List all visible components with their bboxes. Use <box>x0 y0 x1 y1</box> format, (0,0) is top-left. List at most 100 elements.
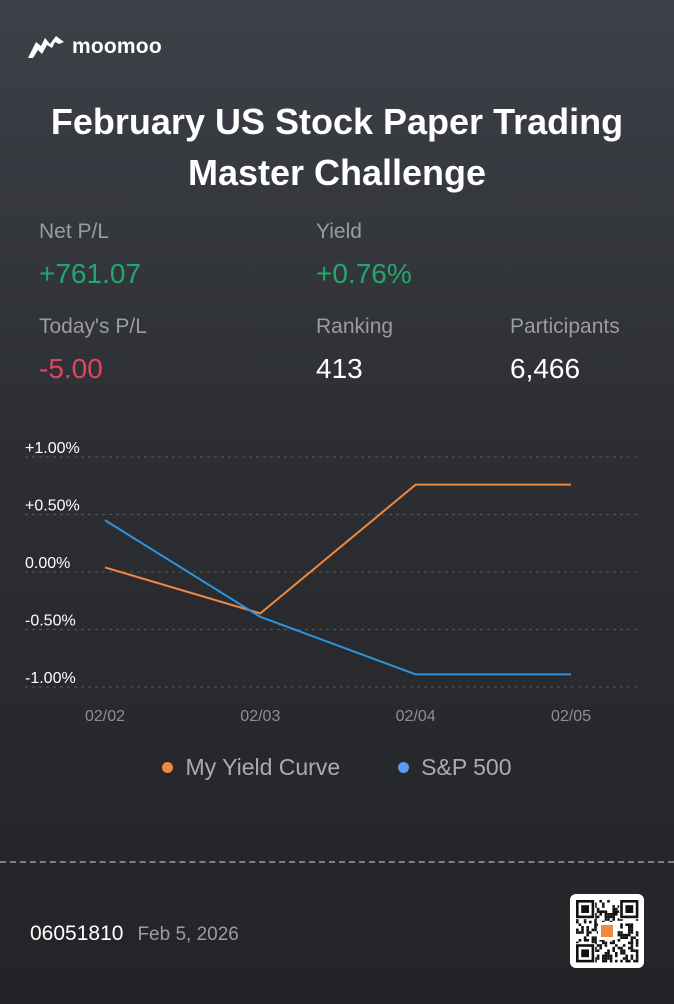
qr-module <box>594 915 597 919</box>
qr-module <box>622 933 626 937</box>
qr-module <box>635 933 639 937</box>
brand-logo: moomoo <box>26 34 162 60</box>
qr-module <box>625 954 628 958</box>
net-pl-stat: Net P/L +761.07 <box>39 220 141 291</box>
qr-module <box>635 949 639 952</box>
qr-module <box>604 957 608 960</box>
y-tick-label: +0.50% <box>25 498 80 515</box>
qr-module <box>612 910 615 913</box>
qr-module <box>596 957 600 960</box>
footer-date: Feb 5, 2026 <box>137 924 239 945</box>
qr-module <box>615 959 618 963</box>
qr-logo-mark <box>601 925 613 937</box>
qr-module <box>630 957 634 960</box>
qr-module <box>633 936 636 939</box>
qr-module <box>635 944 639 947</box>
legend-dot-my-yield <box>162 762 174 773</box>
qr-module <box>628 941 631 945</box>
qr-module <box>583 918 587 921</box>
qr-finder-core <box>625 905 634 913</box>
qr-module <box>628 959 631 963</box>
qr-module <box>599 913 602 916</box>
qr-module <box>612 949 615 952</box>
legend-item-my-yield: My Yield Curve <box>162 754 340 781</box>
title-line-1: February US Stock Paper Trading <box>50 101 624 142</box>
qr-module <box>596 949 600 952</box>
x-tick-label: 02/03 <box>240 708 280 725</box>
qr-module <box>620 931 623 934</box>
qr-module <box>630 939 634 942</box>
legend-label-my-yield: My Yield Curve <box>185 754 341 780</box>
qr-module <box>615 952 618 955</box>
yield-label: Yield <box>316 220 362 243</box>
qr-module <box>607 957 610 960</box>
qr-module <box>620 946 623 950</box>
qr-module <box>615 954 618 958</box>
footer: 06051810 Feb 5, 2026 <box>30 922 239 946</box>
yield-stat: Yield +0.76% <box>316 220 412 291</box>
qr-module <box>628 928 631 932</box>
qr-module <box>609 957 613 960</box>
qr-module <box>620 949 623 952</box>
qr-module <box>630 936 634 939</box>
qr-module <box>594 902 597 906</box>
qr-module <box>622 936 626 939</box>
qr-module <box>589 920 592 924</box>
qr-module <box>607 913 610 916</box>
qr-finder-core <box>581 905 589 913</box>
qr-module <box>594 939 597 942</box>
qr-module <box>609 954 613 958</box>
qr-module <box>594 905 597 908</box>
qr-module <box>578 939 582 942</box>
qr-module <box>609 959 613 963</box>
qr-module <box>594 936 597 939</box>
qr-module <box>594 920 597 924</box>
dashed-divider <box>0 861 674 863</box>
qr-module <box>604 913 608 916</box>
qr-module <box>617 905 621 908</box>
qr-module <box>607 952 610 955</box>
qr-module <box>586 928 589 932</box>
qr-module <box>604 959 608 963</box>
chart-legend: My Yield Curve S&P 500 <box>0 754 674 781</box>
qr-module <box>599 939 602 942</box>
qr-module <box>583 936 587 939</box>
qr-module <box>599 900 602 903</box>
qr-module <box>617 933 621 937</box>
qr-module <box>628 926 631 929</box>
qr-module <box>617 918 621 921</box>
qr-module <box>607 900 610 903</box>
ranking-label: Ranking <box>316 315 394 338</box>
qr-module <box>602 959 605 963</box>
qr-module <box>609 941 613 945</box>
qr-module <box>602 941 605 945</box>
qr-module <box>630 946 634 950</box>
qr-finder-core <box>581 949 589 958</box>
qr-module <box>602 939 605 942</box>
qr-module <box>594 941 597 945</box>
todays-pl-stat: Today's P/L -5.00 <box>39 315 147 386</box>
qr-module <box>594 923 597 926</box>
qr-module <box>576 920 579 924</box>
qr-module <box>625 933 628 937</box>
qr-module <box>628 946 631 950</box>
qr-module <box>596 915 600 919</box>
qr-module <box>607 949 610 952</box>
qr-module <box>607 918 610 921</box>
qr-module <box>596 907 600 911</box>
page-title: February US Stock Paper Trading Master C… <box>0 96 674 198</box>
qr-module <box>602 957 605 960</box>
qr-module <box>581 931 584 934</box>
qr-module <box>599 944 602 947</box>
qr-module <box>594 918 597 921</box>
yield-chart: +1.00% +0.50% 0.00% -0.50% -1.00% 02/02 02/03 0… <box>25 440 640 725</box>
qr-module <box>591 936 595 939</box>
qr-module <box>633 949 636 952</box>
qr-module <box>625 959 628 963</box>
qr-module <box>625 936 628 939</box>
qr-module <box>630 954 634 958</box>
qr-module <box>622 957 626 960</box>
qr-module <box>635 941 639 945</box>
todays-pl-label: Today's P/L <box>39 315 147 338</box>
legend-label-sp500: S&P 500 <box>421 754 512 780</box>
